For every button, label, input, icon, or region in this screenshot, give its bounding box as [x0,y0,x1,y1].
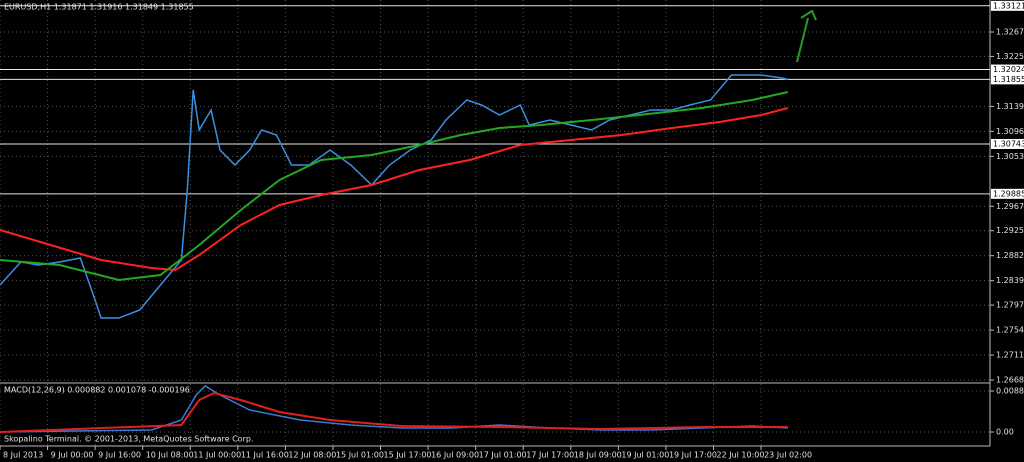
x-tick-label: 16 Jul 09:00 [431,451,479,460]
x-tick-label: 23 Jul 02:00 [764,451,812,460]
series-line [0,107,789,272]
series-line [0,91,789,282]
y-tick-label: 1.27540 [996,326,1024,335]
price-level-label: 1.29885 [993,189,1024,198]
y-tick-label: 0.00 [996,428,1014,437]
y-tick-label: 1.29250 [996,226,1024,235]
y-tick-label: 1.28390 [996,276,1024,285]
price-level-box [991,0,1024,11]
price-level-label: 1.31855 [993,75,1024,84]
price-level-box [991,188,1024,199]
x-tick-label: 11 Jul 00:00 [193,451,241,460]
arrow-annotation [796,9,817,63]
y-tick-label: 1.29670 [996,202,1024,211]
price-level-box [991,74,1024,85]
x-tick-label: 11 Jul 16:00 [241,451,289,460]
x-tick-label: 15 Jul 01:00 [336,451,384,460]
x-tick-label: 12 Jul 08:00 [288,451,336,460]
x-tick-label: 22 Jul 10:00 [717,451,765,460]
x-tick-label: 17 Jul 17:00 [526,451,574,460]
y-tick-label: 1.26680 [996,376,1024,385]
indicator-title: MACD(12,26,9) 0.000882 0.001078 -0.00019… [4,386,190,395]
y-tick-label: 1.32250 [996,52,1024,61]
x-tick-label: 19 Jul 17:00 [669,451,717,460]
x-tick-label: 10 Jul 08:00 [146,451,194,460]
x-tick-label: 17 Jul 01:00 [479,451,527,460]
y-tick-label: 1.31390 [996,102,1024,111]
y-tick-label: 1.27970 [996,301,1024,310]
chart-title: EURUSD,H1 1.31871 1.31916 1.31849 1.3185… [4,3,194,12]
y-tick-label: 1.28820 [996,251,1024,260]
price-level-label: 1.30743 [993,139,1024,148]
price-level-label: 1.32024 [993,65,1024,74]
y-tick-label: 1.30960 [996,127,1024,136]
footnote: Skopalino Terminal. © 2001-2013, MetaQuo… [4,435,253,444]
y-tick-label: 1.30530 [996,152,1024,161]
series-line [0,74,788,319]
y-tick-label: 1.32670 [996,28,1024,37]
x-tick-label: 9 Jul 00:00 [51,451,94,460]
x-tick-label: 18 Jul 09:00 [574,451,622,460]
x-tick-label: 8 Jul 2013 [3,451,43,460]
series-line [0,385,788,433]
price-level-box [991,64,1024,75]
x-tick-label: 19 Jul 01:00 [621,451,669,460]
price-level-label: 1.33121 [993,1,1024,10]
y-tick-label: 0.008849 [996,387,1024,396]
x-tick-label: 15 Jul 17:00 [384,451,432,460]
x-tick-label: 9 Jul 16:00 [98,451,141,460]
price-level-box [991,138,1024,149]
y-tick-label: 1.27110 [996,351,1024,360]
series-line [0,391,788,433]
